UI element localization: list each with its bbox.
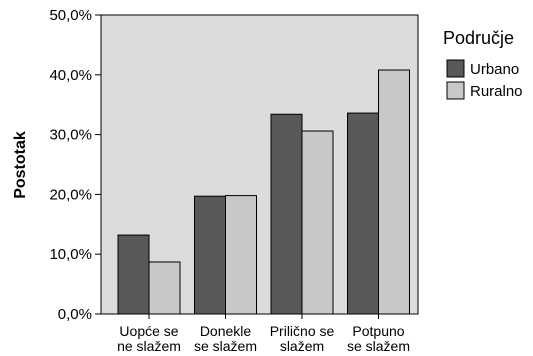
x-category-label: se slažem	[194, 338, 257, 354]
legend: Područje Urbano Ruralno	[443, 28, 523, 100]
y-tick-label: 50,0%	[49, 7, 92, 24]
legend-label-ruralno: Ruralno	[470, 83, 523, 100]
bar-urbano-3	[347, 112, 379, 315]
bar-ruralno-3	[378, 69, 410, 315]
y-tick-label: 30,0%	[49, 127, 92, 144]
x-category-label: slažem	[280, 338, 324, 354]
x-category-label: Prilično se	[270, 323, 335, 339]
y-tick-label: 40,0%	[49, 67, 92, 84]
legend-label-urbano: Urbano	[470, 61, 519, 78]
bar-ruralno-0	[148, 261, 181, 315]
legend-swatch-ruralno	[446, 81, 465, 100]
bars-layer	[117, 69, 410, 315]
bar-ruralno-1	[225, 195, 257, 315]
bar-ruralno-2	[301, 130, 334, 315]
legend-items: Urbano Ruralno	[446, 59, 523, 100]
bar-urbano-1	[194, 195, 226, 315]
y-tick-label: 20,0%	[49, 186, 92, 203]
y-axis-title: Postotak	[12, 131, 29, 199]
x-category-label: ne slažem	[117, 338, 181, 354]
bar-urbano-0	[117, 234, 150, 315]
y-tick-label: 10,0%	[49, 246, 92, 263]
legend-title: Područje	[443, 28, 514, 48]
x-category-label: Uopće se	[119, 323, 178, 339]
bar-urbano-2	[270, 113, 303, 315]
x-category-label: Potpuno	[352, 323, 404, 339]
legend-swatch-urbano	[446, 59, 465, 78]
y-tick-label: 0,0%	[58, 306, 92, 323]
x-category-label: se slažem	[347, 338, 410, 354]
x-category-label: Donekle	[200, 323, 252, 339]
y-axis: 0,0% 10,0% 20,0% 30,0% 40,0% 50,0%	[49, 7, 101, 323]
